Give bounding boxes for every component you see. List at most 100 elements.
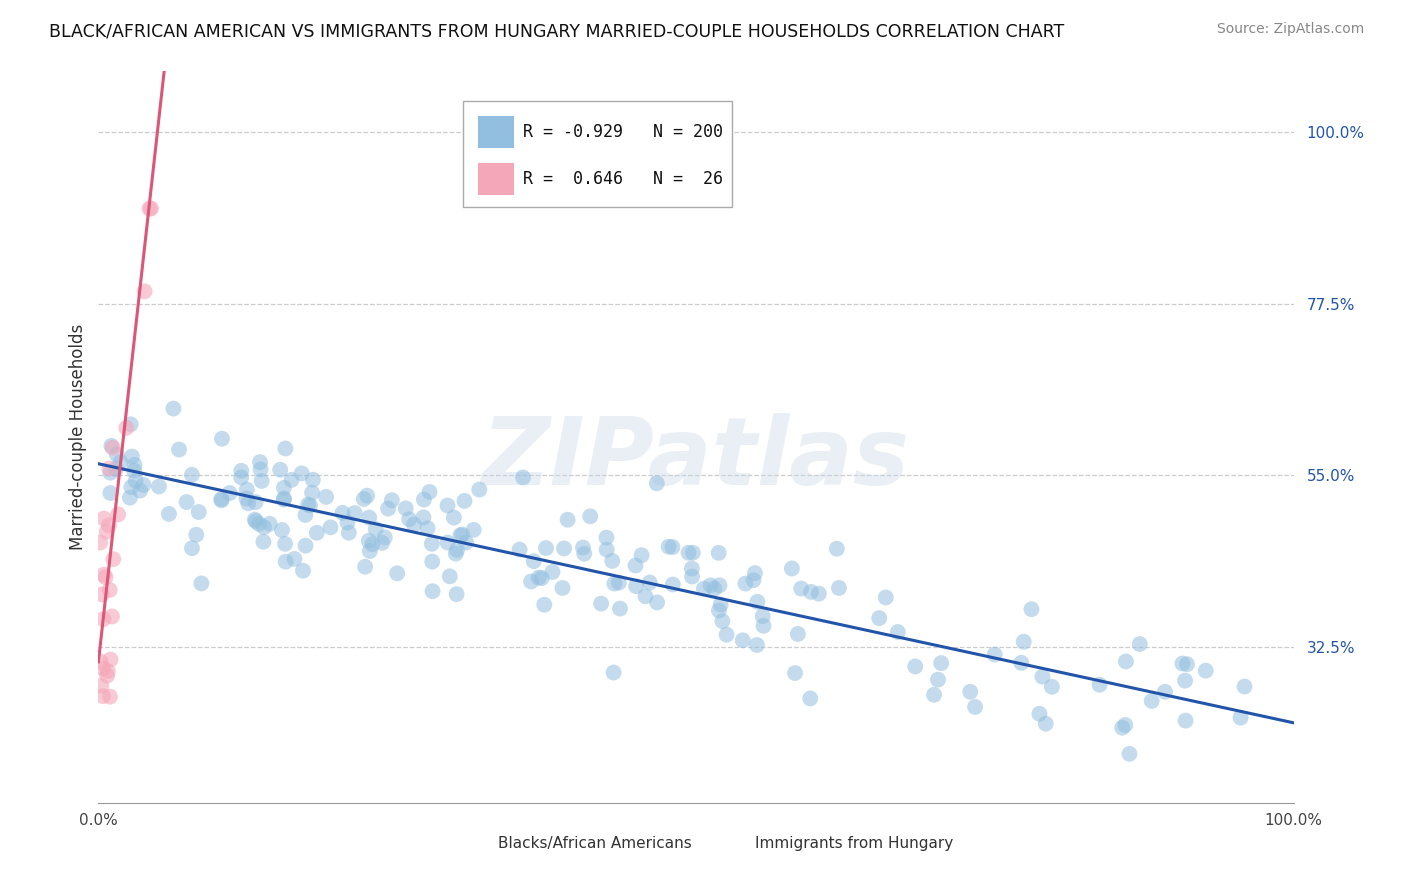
- Point: [1028, 706, 1050, 721]
- Point: [439, 569, 461, 583]
- Point: [211, 493, 233, 508]
- Point: [436, 499, 458, 513]
- Point: [105, 448, 128, 462]
- Point: [283, 552, 305, 566]
- Point: [825, 541, 848, 556]
- Point: [101, 441, 124, 455]
- Point: [929, 656, 952, 670]
- Point: [253, 520, 276, 534]
- Bar: [463, 833, 489, 853]
- Text: ZIPatlas: ZIPatlas: [482, 413, 910, 505]
- Bar: [478, 116, 515, 148]
- Point: [634, 589, 657, 603]
- Point: [922, 688, 945, 702]
- Point: [269, 463, 291, 477]
- Point: [385, 566, 408, 581]
- Point: [98, 466, 122, 480]
- Point: [122, 464, 145, 478]
- Point: [297, 498, 319, 512]
- Point: [1088, 678, 1111, 692]
- Point: [744, 566, 766, 581]
- Point: [231, 470, 253, 484]
- Point: [271, 523, 294, 537]
- Point: [468, 483, 491, 497]
- Point: [305, 525, 328, 540]
- Point: [364, 522, 387, 536]
- Point: [574, 547, 596, 561]
- Point: [319, 520, 342, 534]
- Point: [115, 421, 138, 435]
- Point: [450, 528, 472, 542]
- Point: [1129, 637, 1152, 651]
- Point: [710, 598, 733, 612]
- Point: [101, 609, 124, 624]
- Text: Immigrants from Hungary: Immigrants from Hungary: [755, 836, 953, 851]
- Y-axis label: Married-couple Households: Married-couple Households: [69, 324, 87, 550]
- Point: [98, 690, 121, 704]
- Point: [273, 481, 295, 495]
- Text: Source: ZipAtlas.com: Source: ZipAtlas.com: [1216, 22, 1364, 37]
- Point: [875, 591, 897, 605]
- Point: [124, 474, 146, 488]
- Point: [398, 512, 420, 526]
- Point: [280, 473, 302, 487]
- Point: [243, 512, 266, 526]
- Point: [134, 285, 156, 299]
- Point: [527, 571, 550, 585]
- Point: [419, 484, 441, 499]
- Point: [1195, 664, 1218, 678]
- Point: [100, 652, 122, 666]
- Point: [422, 584, 444, 599]
- Point: [1035, 716, 1057, 731]
- Point: [98, 486, 122, 500]
- Point: [93, 612, 115, 626]
- Point: [132, 478, 155, 492]
- Point: [97, 518, 120, 533]
- Point: [245, 514, 267, 528]
- Point: [90, 679, 112, 693]
- Point: [105, 462, 128, 476]
- Point: [294, 539, 316, 553]
- Point: [1021, 602, 1043, 616]
- Point: [402, 517, 425, 532]
- Point: [238, 496, 260, 510]
- Point: [93, 511, 115, 525]
- Point: [716, 628, 738, 642]
- Point: [359, 510, 381, 524]
- Point: [359, 544, 381, 558]
- Point: [707, 546, 730, 560]
- Point: [983, 648, 1005, 662]
- Point: [693, 582, 716, 596]
- Point: [162, 401, 184, 416]
- Point: [121, 450, 143, 464]
- Point: [249, 462, 271, 476]
- Point: [250, 474, 273, 488]
- Point: [709, 578, 731, 592]
- Point: [783, 666, 806, 681]
- Point: [1031, 670, 1053, 684]
- Point: [1171, 657, 1194, 671]
- Point: [699, 578, 721, 592]
- Point: [595, 531, 617, 545]
- Point: [315, 490, 337, 504]
- Point: [681, 569, 703, 583]
- Point: [218, 486, 240, 500]
- Point: [89, 535, 111, 549]
- Point: [186, 528, 208, 542]
- Point: [1012, 634, 1035, 648]
- Point: [110, 455, 132, 469]
- Point: [645, 595, 668, 609]
- Point: [353, 491, 375, 506]
- Point: [534, 541, 557, 555]
- Point: [302, 473, 325, 487]
- Point: [420, 555, 443, 569]
- Point: [557, 513, 579, 527]
- Text: BLACK/AFRICAN AMERICAN VS IMMIGRANTS FROM HUNGARY MARRIED-COUPLE HOUSEHOLDS CORR: BLACK/AFRICAN AMERICAN VS IMMIGRANTS FRO…: [49, 22, 1064, 40]
- Point: [630, 548, 652, 562]
- Point: [118, 491, 141, 505]
- Point: [259, 516, 281, 531]
- Point: [711, 614, 734, 628]
- Point: [274, 537, 297, 551]
- Point: [236, 483, 259, 497]
- Point: [93, 567, 115, 582]
